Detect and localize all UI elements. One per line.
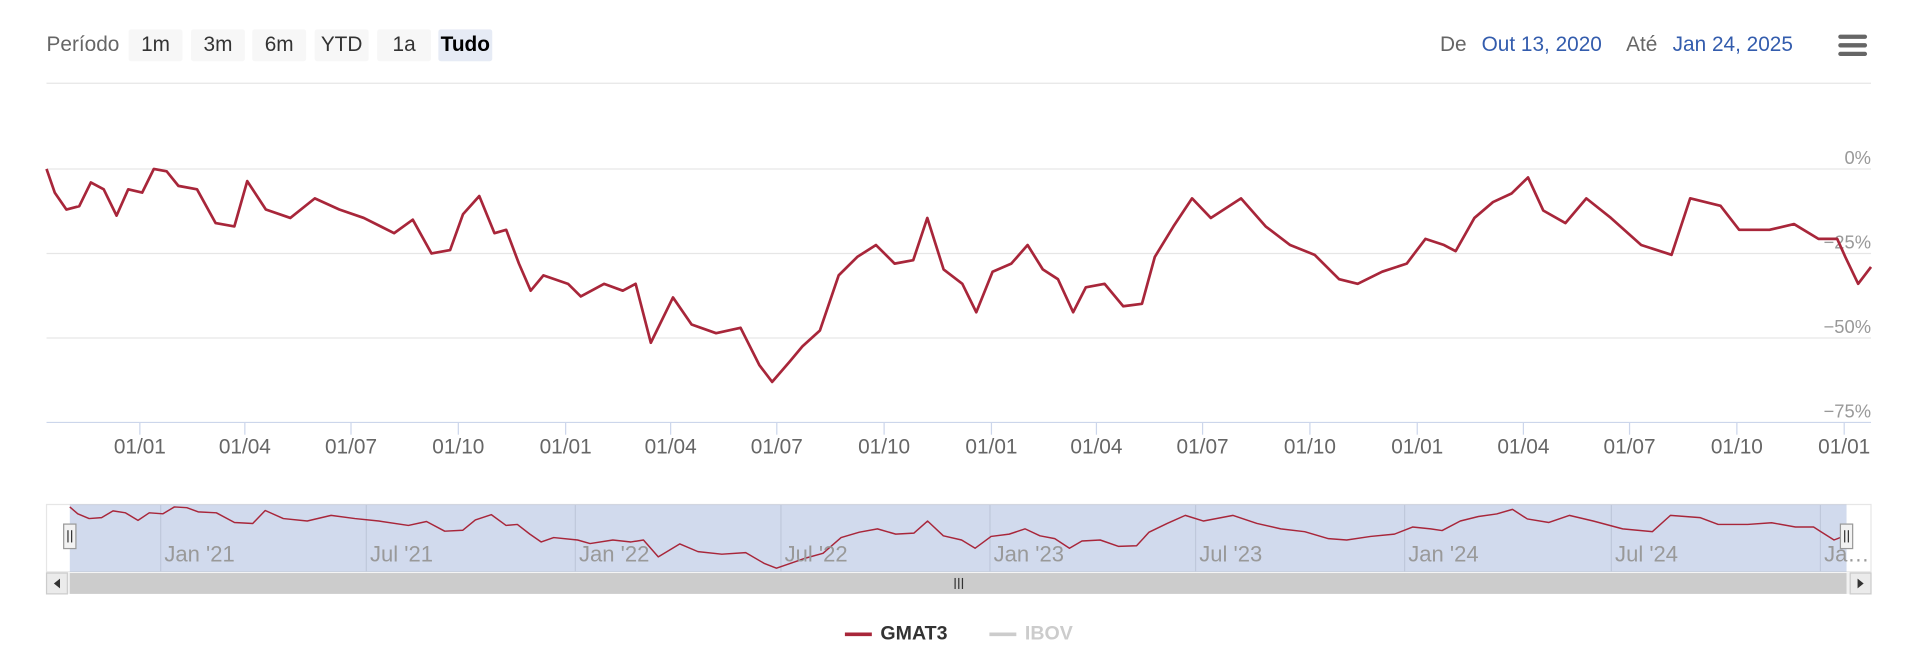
button-bg <box>438 29 493 62</box>
x-tick-label: 01/10 <box>1711 436 1763 459</box>
range-button[interactable]: 3m <box>191 29 245 62</box>
range-buttons: 1m 3m 6m YTD 1a Tudo <box>128 29 493 62</box>
x-tick-label: 01/10 <box>858 436 910 459</box>
from-date[interactable]: Out 13, 2020 <box>1482 33 1602 56</box>
button-label: Tudo <box>441 33 490 56</box>
button-bg <box>128 29 183 62</box>
navigator-handle[interactable] <box>1839 523 1854 550</box>
menu-button[interactable] <box>1838 34 1868 57</box>
range-button[interactable]: 1a <box>377 29 432 62</box>
button-label: 1m <box>141 33 170 56</box>
button-bg <box>314 29 369 62</box>
x-tick-label: 01/04 <box>1497 436 1549 459</box>
x-tick-label: 01/01 <box>1391 436 1443 459</box>
button-bg <box>252 29 307 62</box>
y-tick-label: −25% <box>1824 232 1871 253</box>
from-label: De <box>1440 33 1467 56</box>
range-selector-label: Período <box>47 33 120 56</box>
x-tick-label: 01/01 <box>1818 436 1870 459</box>
navigator-tick-label: Jul '22 <box>785 542 848 567</box>
x-tick-label: 01/04 <box>219 436 271 459</box>
navigator-tick-label: Jul '24 <box>1615 542 1678 567</box>
range-button[interactable]: 1m <box>128 29 183 62</box>
range-button[interactable]: 6m <box>252 29 307 62</box>
legend-item[interactable]: GMAT3 <box>844 622 948 644</box>
y-tick-label: 0% <box>1844 147 1871 168</box>
scrollbar-right-arrow <box>1857 578 1864 589</box>
x-tick-label: 01/07 <box>751 436 803 459</box>
x-tick-label: 01/07 <box>1177 436 1229 459</box>
button-bg <box>191 29 245 62</box>
button-label: 3m <box>204 33 233 56</box>
handle-body <box>63 523 77 550</box>
button-label: 1a <box>393 33 417 56</box>
x-tick-label: 01/10 <box>1284 436 1336 459</box>
range-button[interactable]: Tudo <box>438 29 493 62</box>
navigator-mask <box>69 504 1847 572</box>
navigator-tick-label: Jul '21 <box>370 542 433 567</box>
y-tick-label: −75% <box>1824 400 1871 421</box>
button-label: YTD <box>321 33 363 56</box>
x-tick-label: 01/01 <box>965 436 1017 459</box>
handle-body <box>1839 523 1854 550</box>
y-tick-label: −50% <box>1824 316 1871 337</box>
legend-label: IBOV <box>1025 622 1073 644</box>
line-series <box>45 167 1873 384</box>
scrollbar-left-arrow <box>53 578 60 589</box>
x-tick-label: 01/04 <box>1070 436 1122 459</box>
navigator-tick-label: Jul '23 <box>1199 542 1262 567</box>
x-tick-label: 01/07 <box>325 436 377 459</box>
x-tick-label: 01/10 <box>432 436 484 459</box>
navigator-series <box>69 506 1847 569</box>
button-label: 6m <box>265 33 294 56</box>
button-bg <box>377 29 432 62</box>
x-tick-label: 01/07 <box>1604 436 1656 459</box>
navigator-tick-label: Jan '23 <box>994 542 1064 567</box>
x-tick-label: 01/01 <box>114 436 166 459</box>
navigator-tick-label: Jan '24 <box>1408 542 1478 567</box>
to-label: Até <box>1626 33 1657 56</box>
legend-label: GMAT3 <box>880 622 947 644</box>
navigator-handle[interactable] <box>63 523 77 550</box>
range-button[interactable]: YTD <box>314 29 369 62</box>
x-tick-label: 01/04 <box>645 436 697 459</box>
x-tick-label: 01/01 <box>540 436 592 459</box>
legend-item[interactable]: IBOV <box>989 622 1073 644</box>
navigator-tick-label: Jan '22 <box>579 542 649 567</box>
to-date[interactable]: Jan 24, 2025 <box>1673 33 1793 56</box>
navigator-tick-label: Jan '21 <box>164 542 234 567</box>
